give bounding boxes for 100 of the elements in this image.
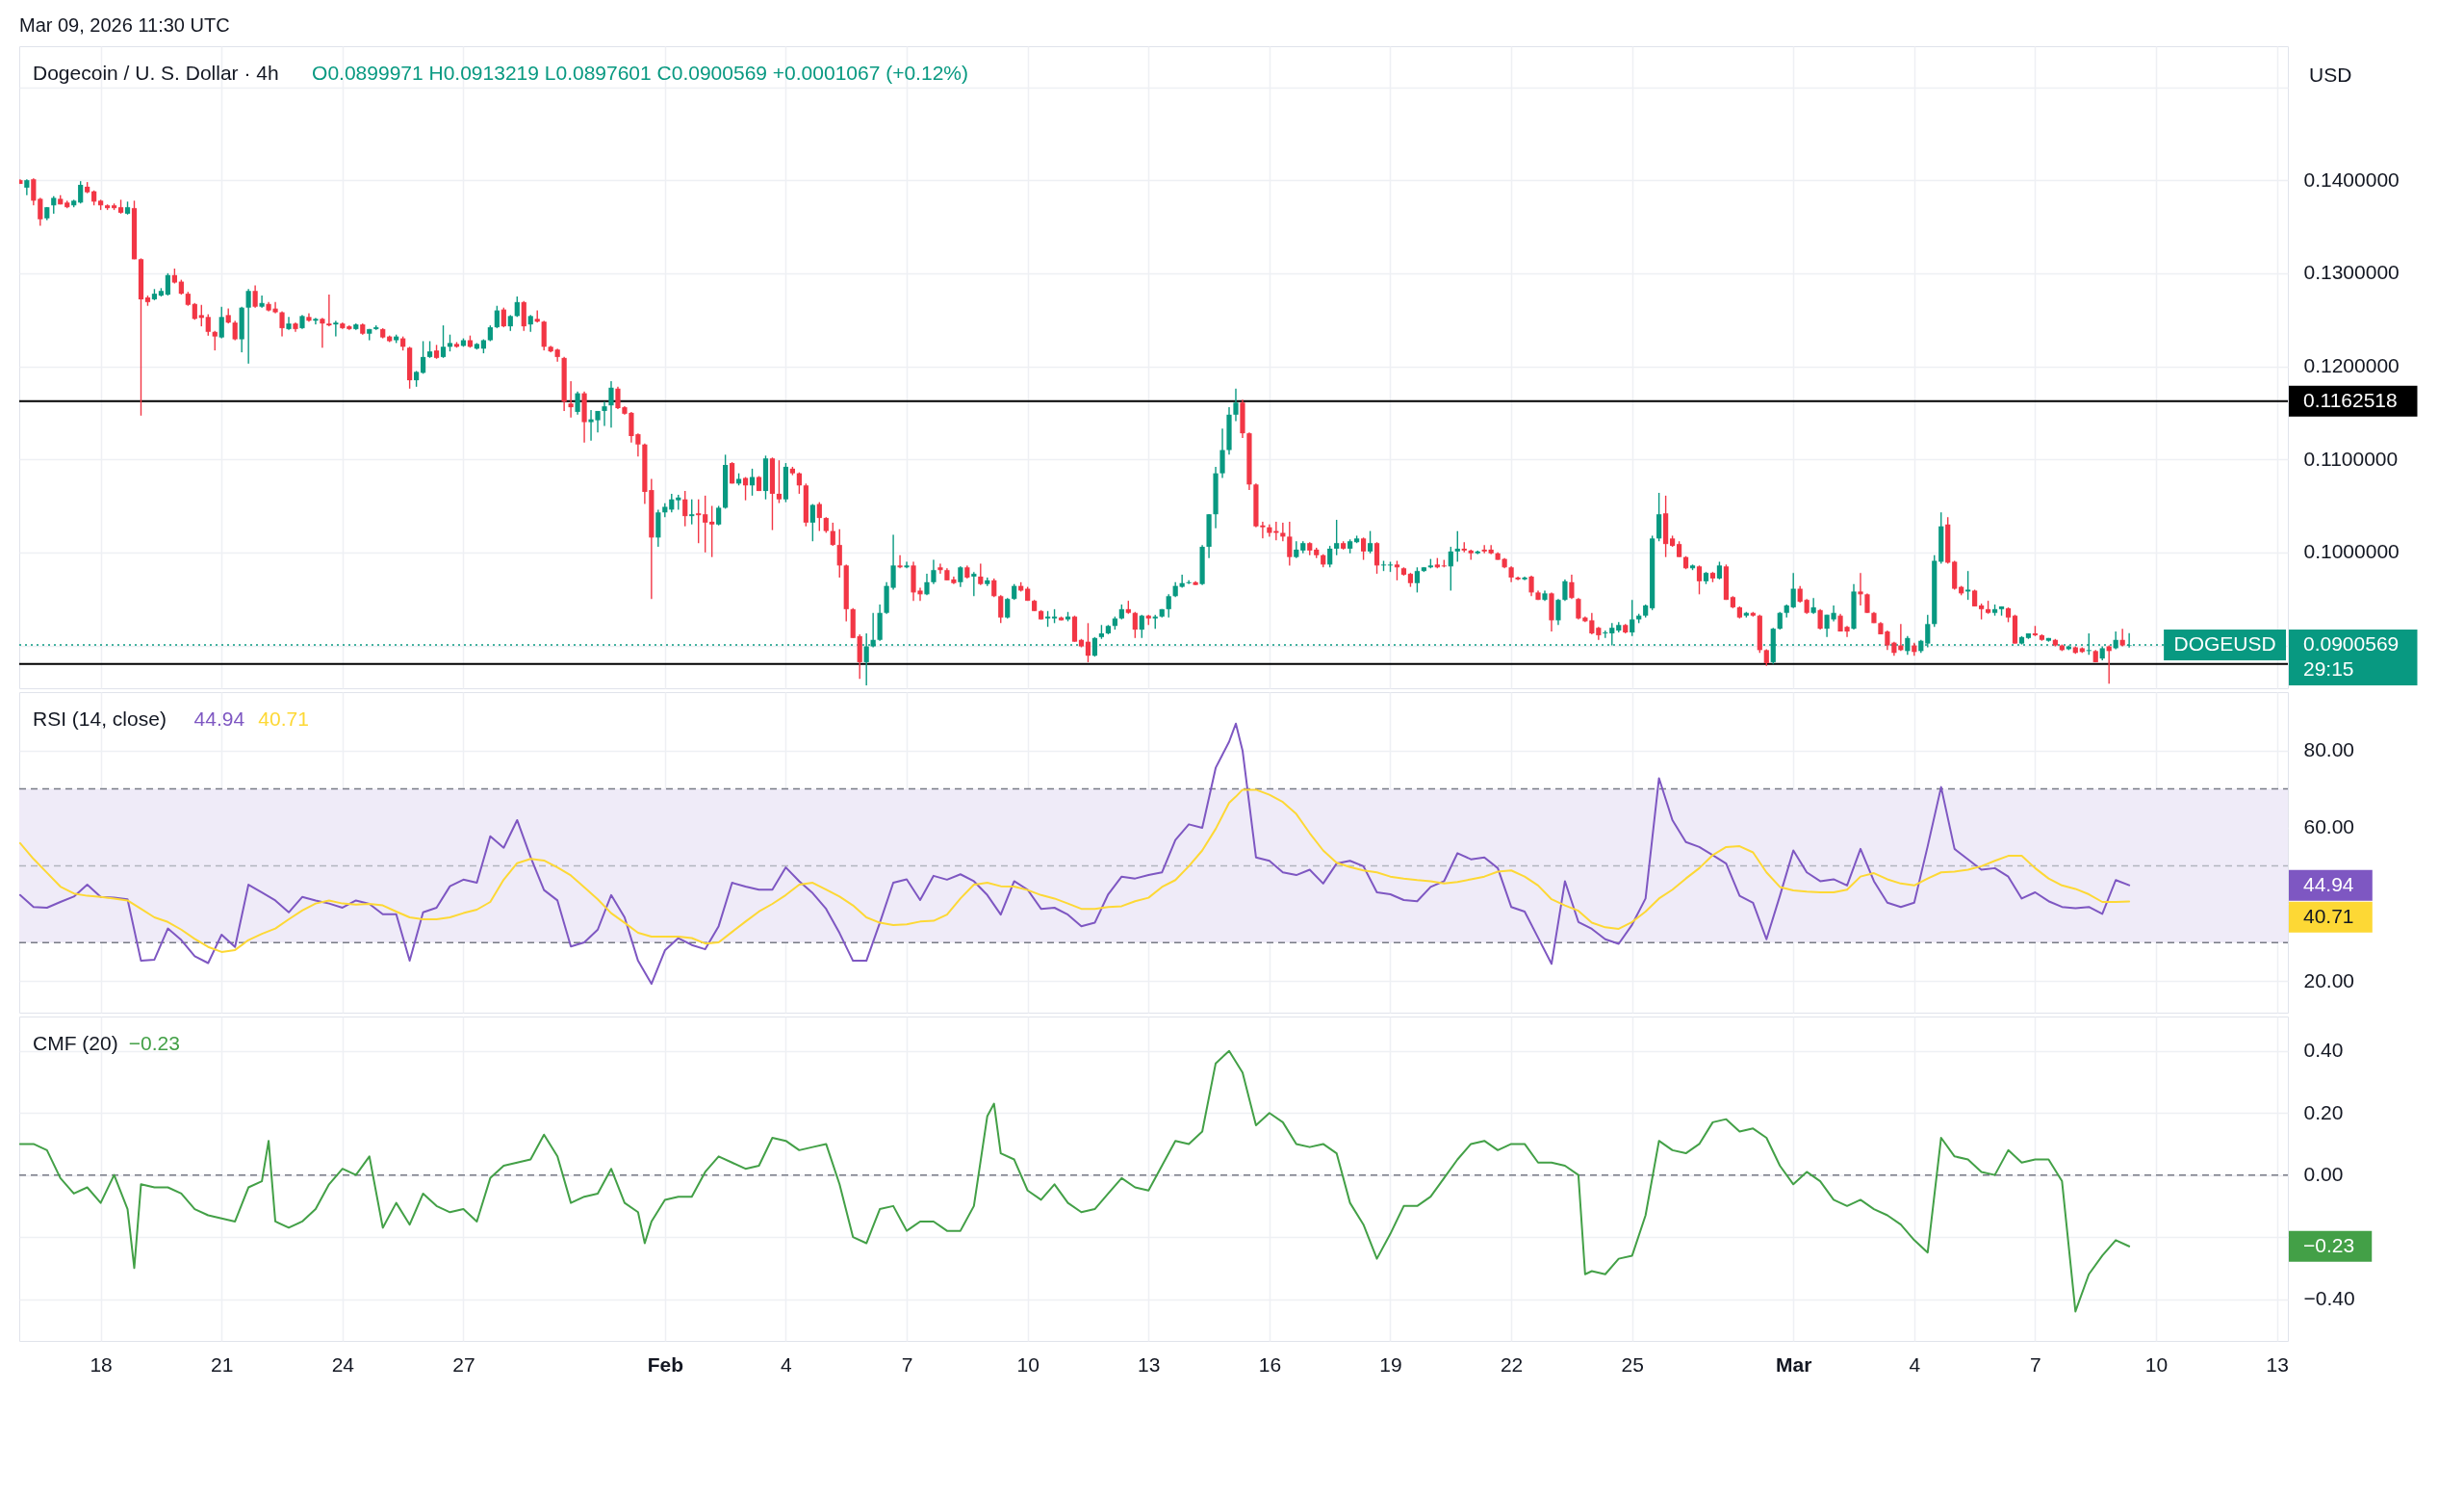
candlestick [1132,611,1138,639]
y-tick-label: 0.00 [2303,1163,2344,1186]
candlestick [796,472,802,495]
candlestick [1817,608,1823,631]
candlestick [440,324,447,359]
candlestick [1287,521,1293,567]
candlestick [1696,564,1703,596]
candlestick [931,558,937,585]
x-tick-label: Feb [647,1352,683,1376]
candlestick [816,501,822,532]
candlestick [1810,597,1816,615]
x-tick-label: 22 [1500,1352,1524,1376]
candlestick [1233,388,1239,423]
x-tick-label: 19 [1379,1352,1402,1376]
y-tick-label: 0.1100000 [2303,447,2399,470]
candlestick [500,306,506,328]
y-tick-label: 80.00 [2303,738,2355,761]
candlestick [165,272,170,296]
x-tick-label: 7 [2030,1352,2041,1376]
candlestick [279,310,285,338]
candlestick [1555,598,1561,626]
candlestick [937,562,943,575]
candlestick [1373,541,1380,575]
x-tick-label: 25 [1621,1352,1644,1376]
x-tick-label: 10 [1016,1352,1040,1376]
candlestick [998,594,1004,625]
x-tick-label: 10 [2144,1352,2169,1376]
y-tick-label: 0.40 [2303,1039,2344,1062]
candlestick [1562,579,1568,602]
candlestick [333,320,339,338]
x-tick-label: 18 [90,1352,113,1376]
candlestick [776,459,783,504]
candlestick [709,504,715,558]
x-tick-label: 7 [901,1352,913,1376]
candlestick [205,313,211,337]
candlestick [1589,612,1595,635]
candlestick [1005,597,1011,620]
y-tick-label: 20.00 [2303,968,2355,991]
candlestick [259,295,265,309]
text: O0.0899971 H0.0913219 L0.0897601 C0.0900569 +0.0001067 (+0.12%) [312,62,968,84]
candlestick [1790,572,1796,609]
candlestick [1777,611,1783,631]
y-tick-label: 0.1300000 [2303,261,2400,284]
text: Dogecoin / U. S. Dollar · 4h [33,62,279,84]
candlestick [2119,628,2125,648]
annotation: 44.94 [193,708,245,730]
candlestick [1085,622,1091,663]
candlestick [575,390,580,416]
candlestick [924,573,930,597]
candlestick [1166,593,1171,619]
ref-line-label: 0.0900569 29:15 [2303,631,2400,680]
candlestick [602,400,607,427]
candlestick [809,502,815,542]
text: 44.94 [2303,872,2354,895]
candlestick [1394,559,1400,581]
candlestick [568,380,574,419]
candlestick [1360,536,1367,561]
candlestick [1179,574,1185,589]
x-tick-label: 13 [1138,1352,1161,1376]
x-tick-label: Mar [1776,1352,1812,1376]
candlestick [1481,544,1487,554]
x-tick-label: 16 [1258,1352,1282,1376]
annotation: 40.71 [258,708,309,730]
candlestick [836,528,842,579]
candlestick [1569,574,1575,600]
candlestick [1367,529,1373,554]
candlestick [1630,599,1635,637]
candlestick [830,522,835,547]
candlestick [1139,613,1144,639]
x-tick-label: 24 [331,1352,355,1376]
candlestick [669,493,675,513]
text: 40.71 [2303,904,2354,927]
candlestick [696,499,702,544]
y-tick-label: 60.00 [2303,815,2355,838]
candlestick [1454,529,1460,563]
annotation: −0.23 [128,1032,180,1054]
text: Mar 09, 2026 11:30 UTC [19,14,230,36]
y-tick-label: 0.20 [2303,1100,2344,1123]
y-axis-title: USD [2309,64,2352,86]
candlestick [212,330,218,351]
candlestick [198,304,204,327]
candlestick [1334,519,1340,556]
candlestick [494,305,500,329]
candlestick [978,562,984,586]
text: −0.23 [2303,1233,2355,1256]
candlestick [1414,566,1421,594]
candlestick [1091,636,1098,657]
candlestick [1327,545,1333,569]
candlestick [958,565,963,588]
x-tick-label: 4 [781,1352,793,1376]
candlestick [1448,546,1453,592]
ref-line-label: 0.1162518 [2303,388,2398,411]
y-tick-label: 0.1400000 [2303,167,2400,191]
y-tick-label: 0.1000000 [2303,540,2400,563]
candlestick [1864,592,1870,614]
candlestick [31,177,37,206]
x-tick-label: 21 [211,1352,234,1376]
candlestick [716,504,722,527]
candlestick [703,495,708,553]
x-tick-label: 27 [452,1352,475,1376]
